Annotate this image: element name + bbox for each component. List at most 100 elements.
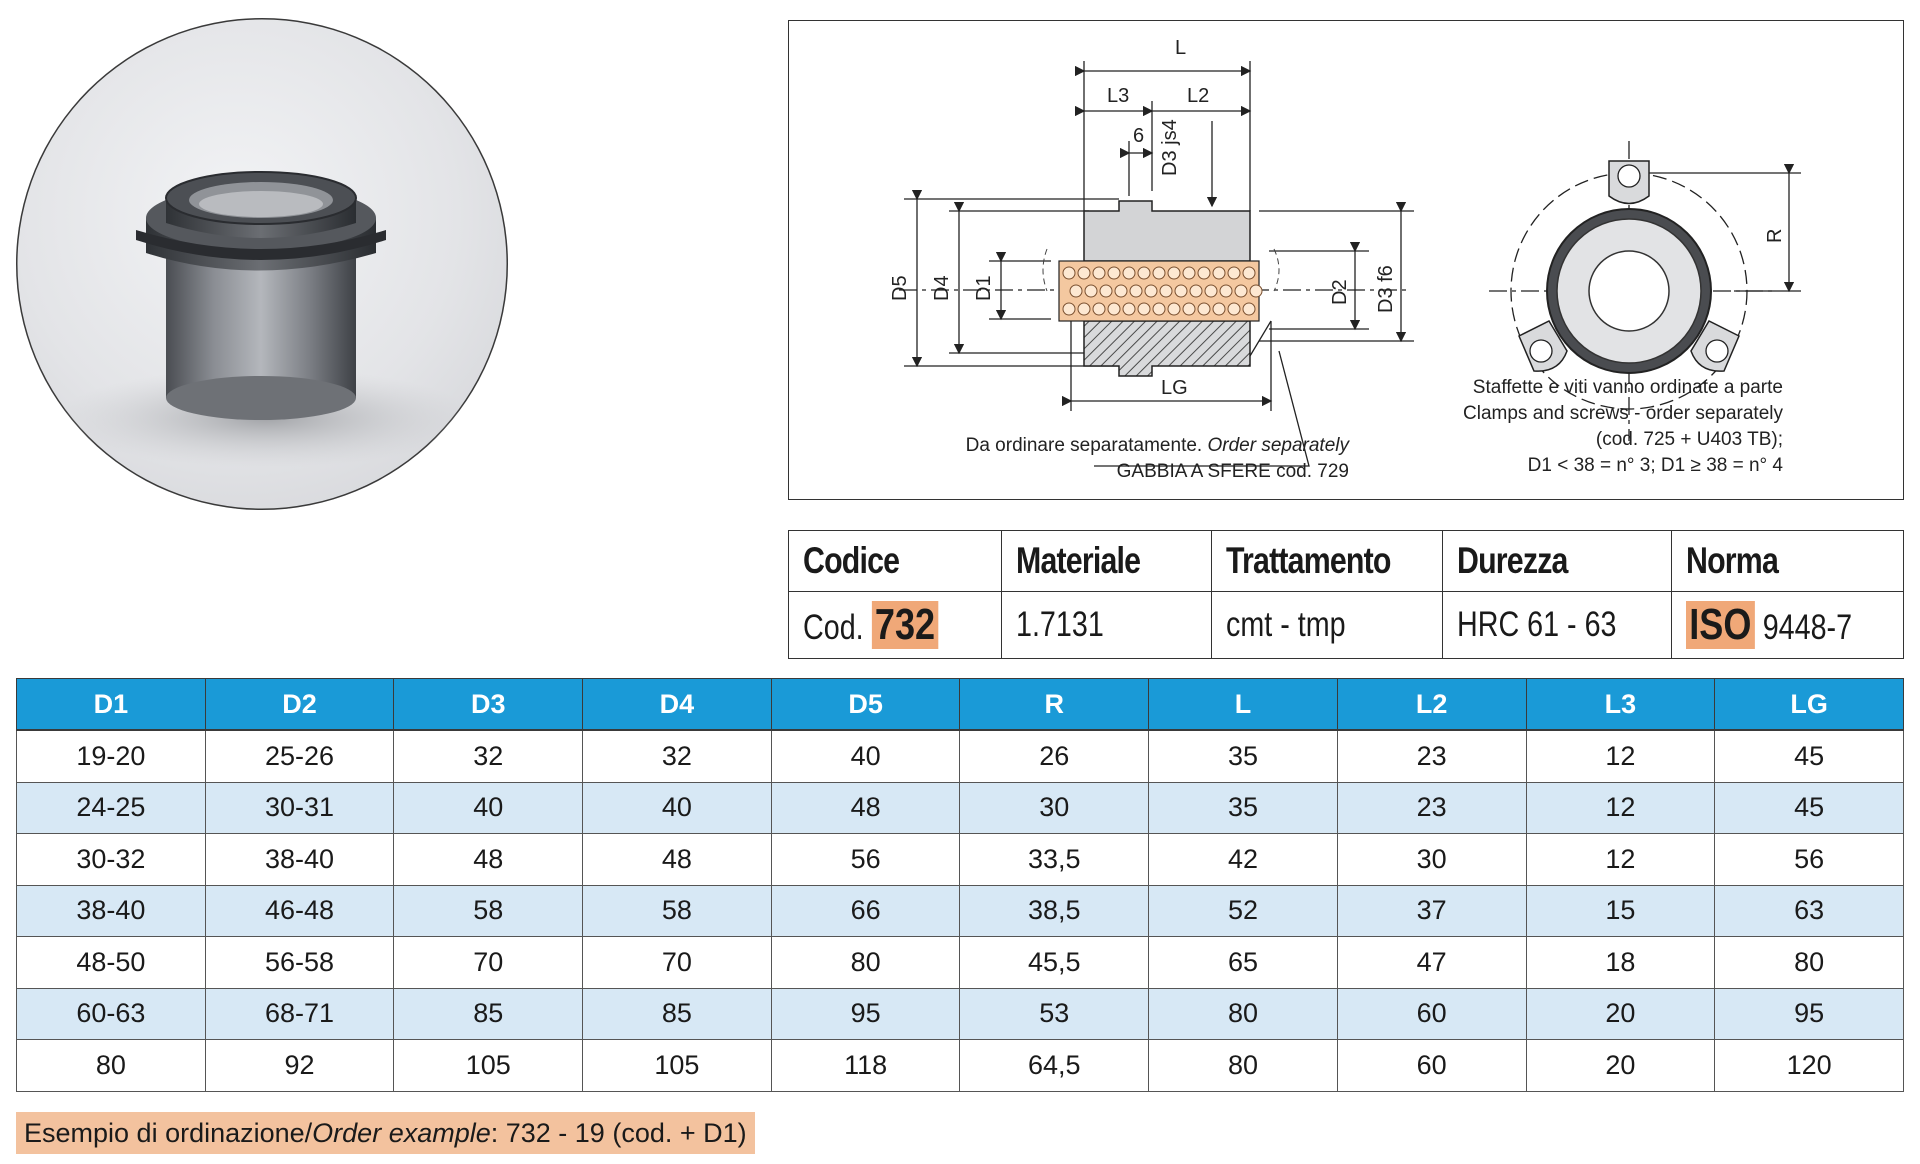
table-cell-d1: 19-20 — [16, 729, 206, 783]
spec-norm-cell: ISO 9448-7 — [1671, 591, 1904, 659]
ball-bearing — [1159, 284, 1173, 298]
spec-code-cell: Cod. 732 — [788, 591, 1002, 659]
column-header-l3: L3 — [1525, 678, 1716, 731]
table-cell-d5: 56 — [770, 833, 961, 886]
table-cell-r: 30 — [959, 781, 1150, 834]
note-left-plain: Da ordinare separatamente. — [965, 435, 1203, 456]
table-cell-d2: 30-31 — [204, 781, 395, 834]
order-example-italic: Order example — [312, 1118, 491, 1148]
ball-bearing — [1167, 266, 1181, 280]
ball-bearing — [1129, 284, 1143, 298]
ball-bearing — [1137, 266, 1151, 280]
table-cell-d3: 58 — [393, 884, 584, 937]
table-cell-l3: 15 — [1525, 884, 1716, 937]
table-cell-d3: 70 — [393, 936, 584, 989]
ball-bearing — [1137, 302, 1151, 316]
dim-label-D4: D4 — [931, 275, 953, 301]
note-left-italic: Order separately — [1207, 435, 1349, 456]
ball-bearing — [1092, 302, 1106, 316]
table-cell-l3: 12 — [1525, 781, 1716, 834]
table-cell-d2: 56-58 — [204, 936, 395, 989]
column-header-d1: D1 — [16, 678, 206, 731]
dim-label-D3-js4: D3 js4 — [1159, 119, 1181, 176]
dim-label-L2: L2 — [1187, 85, 1210, 107]
ball-bearing — [1189, 284, 1203, 298]
table-cell-l3: 12 — [1525, 833, 1716, 886]
dim-label-L: L — [1175, 37, 1187, 59]
table-cell-l: 65 — [1148, 936, 1338, 989]
dimensions-body: 19-20 25-26 32 32 40 26 35 23 12 45 24-25 30-31 40 40… — [16, 729, 1904, 1092]
table-cell-d4: 32 — [582, 729, 772, 783]
table-cell-l3: 20 — [1525, 1039, 1716, 1092]
spec-material-cell: 1.7131 — [1000, 591, 1213, 659]
table-cell-lg: 45 — [1714, 781, 1904, 834]
table-cell-d5: 118 — [770, 1039, 961, 1092]
column-header-d2: D2 — [204, 678, 395, 731]
note-clamps-4: D1 < 38 = n° 3; D1 ≥ 38 = n° 4 — [1527, 455, 1783, 476]
dim-label-D1: D1 — [973, 275, 995, 301]
order-example: Esempio di ordinazione/Order example: 73… — [16, 1112, 755, 1154]
table-row: 19-20 25-26 32 32 40 26 35 23 12 45 — [16, 729, 1904, 783]
table-cell-l2: 60 — [1336, 1039, 1527, 1092]
column-header-l: L — [1148, 678, 1338, 731]
table-row: 24-25 30-31 40 40 48 30 35 23 12 45 — [16, 781, 1904, 834]
ball-bearing — [1077, 302, 1091, 316]
column-header-d4: D4 — [582, 678, 772, 731]
table-cell-r: 33,5 — [959, 833, 1150, 886]
ball-bearing — [1227, 266, 1241, 280]
ball-bearing — [1174, 284, 1188, 298]
code-value: 732 — [871, 601, 939, 649]
norm-badge: ISO — [1686, 601, 1756, 649]
column-header-lg: LG — [1714, 678, 1904, 731]
table-cell-d1: 24-25 — [16, 781, 206, 834]
dim-label-6: 6 — [1133, 125, 1145, 147]
table-cell-d2: 92 — [204, 1039, 395, 1092]
table-cell-d5: 80 — [770, 936, 961, 989]
ball-bearing — [1107, 302, 1121, 316]
table-cell-r: 26 — [959, 729, 1150, 783]
ball-bearing — [1084, 284, 1098, 298]
ball-bearing — [1069, 284, 1083, 298]
ball-bearing — [1227, 302, 1241, 316]
ball-bearing — [1219, 284, 1233, 298]
table-row: 60-63 68-71 85 85 95 53 80 60 20 95 — [16, 987, 1904, 1040]
table-cell-d5: 95 — [770, 987, 961, 1040]
note-order-separately: Da ordinare separatamente. Order separat… — [966, 435, 1349, 457]
table-row: 80 92 105 105 118 64,5 80 60 20 120 — [16, 1039, 1904, 1092]
table-cell-l2: 23 — [1336, 729, 1527, 783]
note-clamps-3: (cod. 725 + U403 TB); — [1595, 429, 1783, 450]
ball-bearing — [1107, 266, 1121, 280]
ball-bearing — [1152, 302, 1166, 316]
dim-label-D5: D5 — [889, 275, 911, 301]
column-header-d3: D3 — [393, 678, 584, 731]
table-cell-d3: 32 — [393, 729, 584, 783]
table-cell-l2: 47 — [1336, 936, 1527, 989]
table-cell-d4: 105 — [582, 1039, 772, 1092]
spec-hardness-cell: HRC 61 - 63 — [1441, 591, 1673, 659]
table-cell-d2: 38-40 — [204, 833, 395, 886]
table-cell-lg: 63 — [1714, 884, 1904, 937]
table-cell-l3: 20 — [1525, 987, 1716, 1040]
section-drawing — [899, 61, 1801, 467]
ball-bearing — [1114, 284, 1128, 298]
spec-header-row: Codice Materiale Trattamento Durezza Nor… — [788, 530, 1904, 592]
ball-bearing — [1204, 284, 1218, 298]
ball-bearing — [1099, 284, 1113, 298]
ball-bearing — [1144, 284, 1158, 298]
ball-bearing — [1062, 266, 1076, 280]
table-cell-d2: 46-48 — [204, 884, 395, 937]
table-cell-l: 80 — [1148, 1039, 1338, 1092]
table-cell-l2: 60 — [1336, 987, 1527, 1040]
dim-label-D2: D2 — [1329, 279, 1351, 305]
technical-drawing: L L3 L2 6 D3 js4 D5 D4 D1 D2 D3 f6 LG R … — [788, 20, 1904, 500]
table-cell-l3: 12 — [1525, 729, 1716, 783]
ball-bearing — [1249, 284, 1263, 298]
ball-bearing — [1212, 302, 1226, 316]
table-cell-d4: 85 — [582, 987, 772, 1040]
table-cell-l2: 23 — [1336, 781, 1527, 834]
table-cell-l3: 18 — [1525, 936, 1716, 989]
table-cell-r: 53 — [959, 987, 1150, 1040]
ball-bearing — [1212, 266, 1226, 280]
table-cell-d3: 48 — [393, 833, 584, 886]
table-cell-r: 45,5 — [959, 936, 1150, 989]
